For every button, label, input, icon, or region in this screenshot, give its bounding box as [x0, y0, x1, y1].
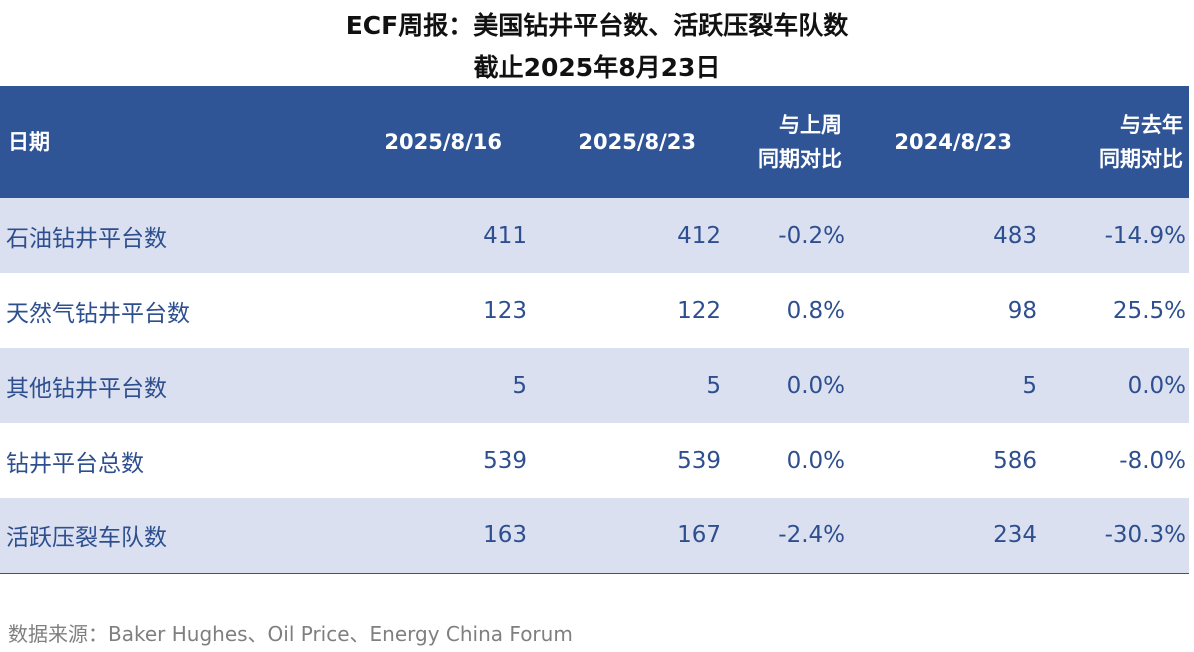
data-table: 日期 2025/8/16 2025/8/23 与上周 同期对比 2024/8/2… — [0, 86, 1189, 574]
table-cell: 539 — [677, 447, 721, 474]
header-line: 2024/8/23 — [894, 130, 1012, 154]
table-row: 石油钻井平台数 411 412 -0.2% 483 -14.9% — [0, 198, 1189, 273]
column-header-yoy-change: 与去年 同期对比 — [1040, 86, 1189, 198]
table-cell: 98 — [1007, 297, 1037, 324]
table-cell: 0.0% — [786, 372, 845, 399]
header-line: 同期对比 — [758, 147, 842, 171]
header-line: 日期 — [8, 130, 50, 154]
column-header-2025-8-16: 2025/8/16 — [310, 86, 530, 198]
row-label: 钻井平台总数 — [6, 450, 144, 477]
header-line: 同期对比 — [1099, 147, 1183, 171]
table-cell: 25.5% — [1112, 297, 1186, 324]
row-label: 其他钻井平台数 — [6, 375, 167, 402]
table-cell: 5 — [706, 372, 721, 399]
table-cell: 539 — [483, 447, 527, 474]
column-header-wow-change: 与上周 同期对比 — [724, 86, 848, 198]
row-label: 活跃压裂车队数 — [6, 525, 167, 552]
table-cell: -30.3% — [1104, 522, 1186, 549]
table-row: 天然气钻井平台数 123 122 0.8% 98 25.5% — [0, 273, 1189, 348]
table-cell: -2.4% — [778, 522, 845, 549]
table-cell: 0.8% — [786, 297, 845, 324]
header-line: 与上周 — [779, 113, 842, 137]
table-cell: 483 — [993, 222, 1037, 249]
header-line: 2025/8/23 — [578, 130, 696, 154]
table-cell: 411 — [483, 222, 527, 249]
table-row: 钻井平台总数 539 539 0.0% 586 -8.0% — [0, 423, 1189, 498]
table-cell: 5 — [512, 372, 527, 399]
chart-title: ECF周报：美国钻井平台数、活跃压裂车队数 — [345, 11, 849, 40]
row-label: 天然气钻井平台数 — [6, 300, 190, 327]
table-cell: 0.0% — [786, 447, 845, 474]
table-cell: -0.2% — [778, 222, 845, 249]
table-cell: -14.9% — [1104, 222, 1186, 249]
table-cell: 586 — [993, 447, 1037, 474]
header-line: 与去年 — [1120, 113, 1183, 137]
chart-subtitle: 截止2025年8月23日 — [473, 53, 721, 82]
column-header-date: 日期 — [0, 86, 310, 198]
table-cell: 123 — [483, 297, 527, 324]
table-cell: -8.0% — [1119, 447, 1186, 474]
column-header-2025-8-23: 2025/8/23 — [530, 86, 724, 198]
table-row: 其他钻井平台数 5 5 0.0% 5 0.0% — [0, 348, 1189, 423]
table-cell: 122 — [677, 297, 721, 324]
table-cell: 167 — [677, 522, 721, 549]
table-row: 活跃压裂车队数 163 167 -2.4% 234 -30.3% — [0, 498, 1189, 573]
table-cell: 5 — [1022, 372, 1037, 399]
table-cell: 234 — [993, 522, 1037, 549]
table-cell: 412 — [677, 222, 721, 249]
table-cell: 163 — [483, 522, 527, 549]
header-line: 2025/8/16 — [384, 130, 502, 154]
source-note: 数据来源：Baker Hughes、Oil Price、Energy China… — [8, 622, 573, 646]
column-header-2024-8-23: 2024/8/23 — [848, 86, 1040, 198]
table-cell: 0.0% — [1127, 372, 1186, 399]
header-row: 日期 2025/8/16 2025/8/23 与上周 同期对比 2024/8/2… — [0, 86, 1189, 198]
row-label: 石油钻井平台数 — [6, 225, 167, 252]
